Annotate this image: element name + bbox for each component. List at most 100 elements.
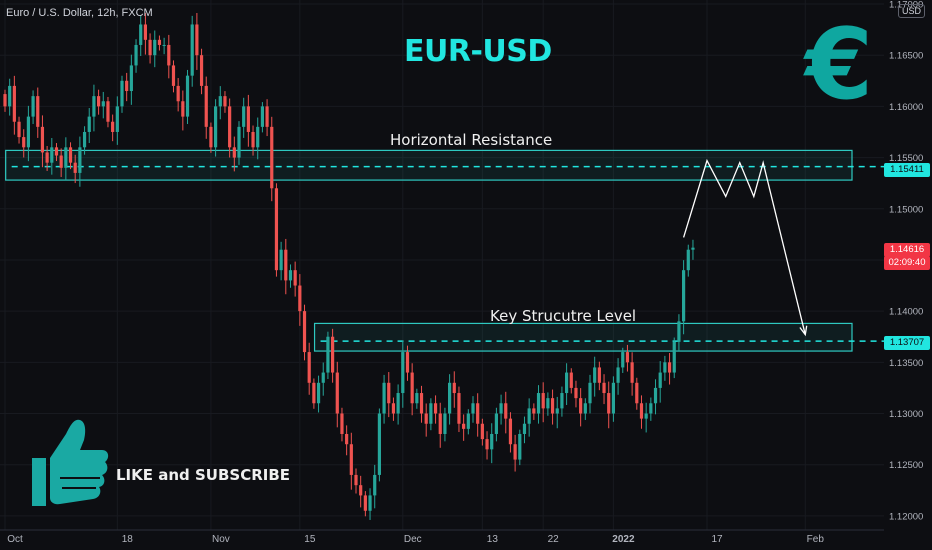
- support-label: Key Strucutre Level: [490, 307, 637, 325]
- candle: [101, 91, 105, 119]
- candle: [157, 35, 162, 51]
- candle: [223, 91, 227, 113]
- candlestick-series: [3, 13, 695, 520]
- resistance-zone: [5, 149, 853, 181]
- candle: [92, 84, 96, 132]
- candle: [260, 102, 264, 133]
- candle: [143, 13, 147, 55]
- projection-line: [682, 158, 806, 335]
- candle: [22, 129, 26, 158]
- candle: [59, 148, 63, 178]
- time-tick-label: Dec: [404, 534, 422, 545]
- candle: [312, 378, 316, 409]
- candle: [17, 116, 21, 144]
- candle: [508, 412, 513, 453]
- candle: [579, 388, 583, 427]
- candle: [588, 374, 592, 414]
- candle: [129, 54, 133, 105]
- price-tick-label: 1.13000: [889, 409, 923, 420]
- candle: [8, 78, 12, 116]
- candle: [363, 491, 367, 517]
- candle: [462, 414, 466, 441]
- candle: [307, 342, 311, 395]
- time-tick-label: 13: [487, 534, 499, 545]
- time-axis[interactable]: Oct 18 Nov 15 Dec 13 22 2022 17 Feb: [0, 529, 884, 545]
- candle: [448, 374, 452, 425]
- resistance-label: Horizontal Resistance: [390, 131, 553, 149]
- candle: [401, 340, 405, 408]
- candle: [120, 75, 124, 113]
- time-tick-label: Oct: [7, 534, 23, 545]
- time-tick-label: Nov: [212, 534, 230, 545]
- candle: [214, 99, 218, 157]
- candle: [349, 432, 353, 490]
- last-price-tag: 1.14616: [884, 243, 930, 257]
- candle: [54, 143, 59, 162]
- chart-grid: [0, 0, 884, 530]
- candle: [504, 391, 508, 434]
- candle: [672, 337, 676, 379]
- candle: [209, 122, 213, 153]
- price-axis-bg: [884, 0, 932, 550]
- candle: [635, 377, 639, 410]
- projection-path: [682, 158, 808, 337]
- time-tick-label: 17: [711, 534, 723, 545]
- bar-countdown: 02:09:40: [884, 256, 930, 270]
- candle: [560, 386, 564, 417]
- candle: [3, 89, 7, 112]
- candle: [480, 418, 484, 446]
- candle: [237, 121, 241, 165]
- thumbs-up-icon: [32, 419, 109, 506]
- candle: [279, 241, 283, 281]
- candle: [415, 388, 419, 409]
- candle: [377, 408, 381, 482]
- candle: [171, 60, 176, 93]
- candle: [284, 238, 288, 295]
- candle: [36, 87, 40, 138]
- candle: [686, 244, 690, 277]
- candle: [162, 37, 166, 55]
- support-zone: [313, 322, 853, 352]
- candle: [457, 386, 461, 433]
- candle: [340, 407, 344, 442]
- candle: [644, 402, 648, 433]
- candle: [270, 116, 274, 202]
- candle: [302, 304, 307, 361]
- candle: [78, 136, 82, 187]
- candle: [359, 475, 363, 508]
- price-tick-label: 1.12500: [889, 460, 923, 471]
- candle: [691, 239, 695, 260]
- candle: [639, 395, 644, 429]
- candle: [494, 407, 498, 442]
- candle: [621, 347, 625, 373]
- candle: [256, 117, 260, 160]
- candle: [326, 331, 330, 380]
- candle: [518, 429, 522, 466]
- candle: [26, 105, 30, 162]
- price-tick-label: 1.15000: [889, 204, 923, 215]
- candle: [199, 48, 204, 95]
- candle: [522, 416, 527, 444]
- candle: [405, 345, 410, 381]
- candle: [433, 395, 438, 424]
- candle: [536, 385, 541, 424]
- euro-icon: €: [805, 8, 874, 122]
- time-tick-label: 15: [304, 534, 316, 545]
- currency-badge[interactable]: USD: [898, 4, 926, 18]
- candle: [148, 33, 152, 64]
- candle: [677, 314, 681, 352]
- candle: [593, 356, 597, 397]
- candle: [438, 402, 442, 448]
- candle: [373, 464, 377, 509]
- candle: [12, 75, 16, 135]
- candle: [625, 344, 630, 372]
- candle: [139, 15, 143, 57]
- price-axis[interactable]: 1.120001.125001.130001.135001.140001.145…: [884, 0, 932, 550]
- time-tick-label: 18: [122, 534, 134, 545]
- candle: [190, 15, 194, 87]
- candle: [471, 396, 475, 423]
- price-tick-label: 1.13500: [889, 358, 923, 369]
- candle: [125, 72, 129, 102]
- candle: [68, 142, 73, 170]
